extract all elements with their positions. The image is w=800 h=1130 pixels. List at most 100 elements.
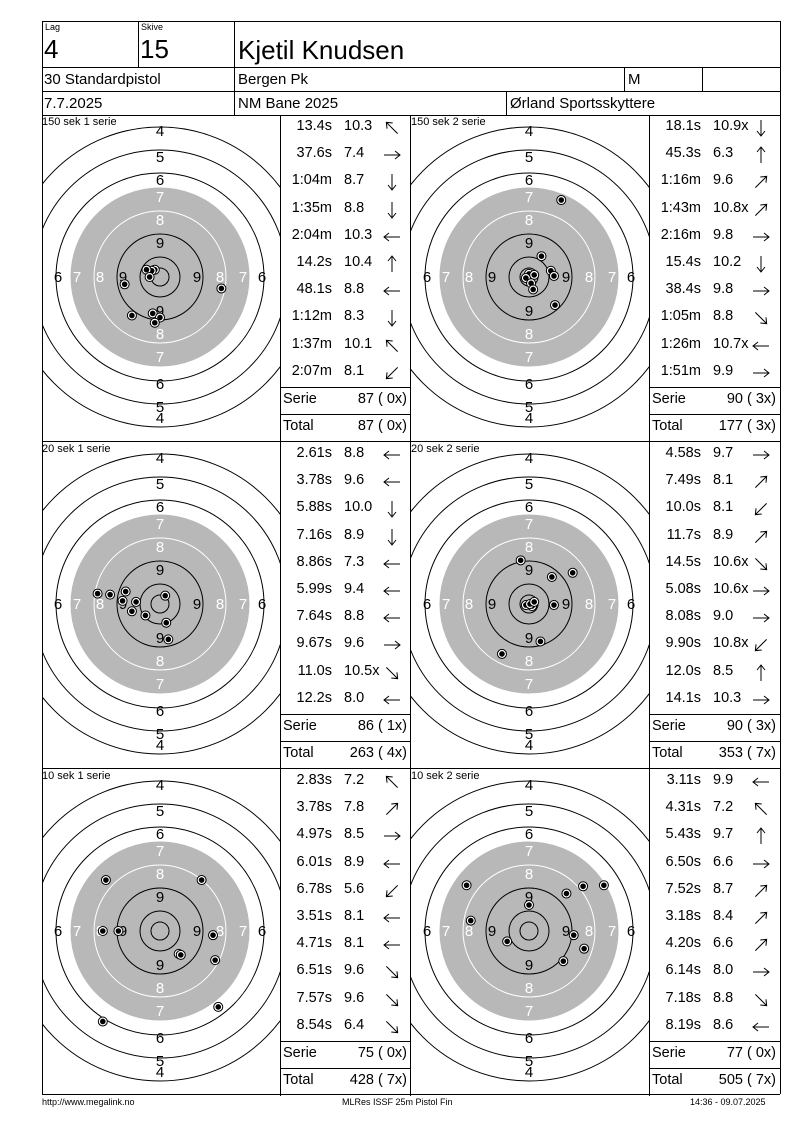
direction-arrow-icon	[753, 586, 770, 596]
ring-label-8: 8	[525, 653, 533, 670]
shot-row: 1:26m 10.7x	[649, 334, 780, 361]
shot-row: 3.11s 9.9	[649, 770, 780, 797]
shot-time: 4.31s	[665, 799, 701, 816]
ring-label-9: 9	[525, 630, 533, 647]
total-label: Total	[652, 418, 683, 435]
shot-time: 3.51s	[296, 908, 332, 924]
direction-arrow-icon	[385, 966, 399, 979]
ring-label-4: 4	[156, 1064, 164, 1081]
shot-score: 7.8	[344, 799, 365, 816]
ring-label-7: 7	[156, 1003, 164, 1020]
ring-5	[42, 476, 280, 732]
serie-row: Serie 87 ( 0x)	[280, 388, 407, 415]
ring-4	[42, 126, 280, 428]
shot-time: 7.18s	[665, 989, 701, 1006]
shot-row: 45.3s 6.3	[649, 143, 780, 170]
ring-side-label-6: 6	[54, 923, 62, 940]
shot-row: 6.01s 8.9	[280, 852, 411, 879]
direction-arrow-icon	[754, 884, 768, 897]
ring-side-label-8: 8	[216, 269, 224, 286]
ring-6	[424, 172, 634, 382]
shot-row: 1:12m 8.3	[280, 306, 411, 333]
direction-arrow-icon	[754, 802, 768, 816]
shot-time: 1:51m	[660, 362, 701, 379]
shot-score: 8.8	[344, 281, 365, 298]
panel-title: 20 sek 1 serie	[42, 443, 111, 455]
shot-time: 6.51s	[296, 962, 332, 979]
shot-time: 3.11s	[666, 772, 701, 788]
ring-label-9: 9	[156, 562, 164, 579]
shot-time: 6.01s	[296, 853, 332, 870]
ring-label-7: 7	[525, 189, 533, 206]
ring-label-7: 7	[156, 516, 164, 533]
shot-score: 9.4	[344, 581, 365, 597]
ring-side-label-9: 9	[488, 596, 496, 613]
shot-time: 5.88s	[296, 499, 332, 516]
shot-time: 1:05m	[660, 308, 701, 325]
ring-side-label-9: 9	[562, 269, 570, 286]
ring-side-label-7: 7	[442, 596, 450, 613]
shot-time: 6.78s	[296, 880, 332, 897]
ring-label-9: 9	[156, 630, 164, 647]
ring-side-label-9: 9	[119, 269, 127, 286]
direction-arrow-icon	[385, 366, 399, 380]
ring-label-7: 7	[156, 843, 164, 860]
ring-label-4: 4	[156, 450, 164, 467]
shot-row: 2.83s 7.2	[280, 770, 411, 797]
ring-10	[139, 910, 181, 952]
ring-label-6: 6	[525, 826, 533, 843]
shot-row: 5.99s 9.4	[280, 579, 411, 606]
ring-label-7: 7	[525, 516, 533, 533]
direction-arrow-icon	[754, 639, 768, 652]
shot-row: 3.78s 7.8	[280, 797, 411, 824]
serie-label: Serie	[283, 718, 317, 734]
ring-5	[42, 149, 280, 405]
shot-score: 8.1	[344, 935, 365, 952]
black-zone	[70, 841, 250, 1021]
ring-label-7: 7	[525, 843, 533, 860]
ring-side-label-8: 8	[465, 269, 473, 286]
shot-row: 3.78s 9.6	[280, 470, 411, 497]
shot-score: 8.8	[344, 608, 365, 625]
ring-side-label-9: 9	[562, 596, 570, 613]
direction-arrow-icon	[756, 256, 766, 273]
ring-label-8: 8	[525, 212, 533, 229]
direction-arrow-icon	[754, 993, 768, 1006]
serie-row: Serie 90 ( 3x)	[649, 388, 776, 415]
shot-score: 8.3	[344, 308, 365, 325]
ring-side-label-8: 8	[585, 269, 593, 286]
shot-time: 10.0s	[665, 499, 701, 516]
shot-time: 8.54s	[296, 1016, 332, 1033]
serie-label: Serie	[652, 391, 686, 407]
shot-time: 11.0s	[297, 662, 332, 679]
host-label: Ørland Sportsskyttere	[510, 95, 656, 112]
ring-label-4: 4	[525, 123, 533, 140]
ring-label-6: 6	[525, 703, 533, 720]
total-row: Total 505 ( 7x)	[649, 1069, 776, 1096]
ring-label-9: 9	[156, 957, 164, 974]
shot-row: 11.7s 8.9	[649, 525, 780, 552]
shot-time: 7.49s	[665, 472, 701, 489]
shot-row: 7.64s 8.8	[280, 606, 411, 633]
shot-time: 38.4s	[665, 281, 701, 298]
total-label: Total	[283, 745, 314, 762]
shot-time: 1:04m	[291, 172, 332, 189]
shot-score: 9.6	[344, 989, 365, 1006]
direction-arrow-icon	[383, 859, 400, 868]
direction-arrow-icon	[754, 911, 768, 925]
ring-label-8: 8	[525, 980, 533, 997]
ring-side-label-7: 7	[442, 269, 450, 286]
ring-10	[508, 583, 550, 625]
direction-arrow-icon	[383, 450, 400, 460]
direction-arrow-icon	[385, 802, 399, 816]
shot-row: 37.6s 7.4	[280, 143, 411, 170]
ring-label-7: 7	[525, 349, 533, 366]
ring-side-label-6: 6	[258, 269, 266, 286]
shot-row: 8.08s 9.0	[649, 606, 780, 633]
ring-label-6: 6	[156, 703, 164, 720]
ring-5	[411, 149, 649, 405]
shot-row: 9.90s 10.8x	[649, 633, 780, 660]
total-row: Total 263 ( 4x)	[280, 742, 407, 769]
ring-5	[42, 803, 280, 1059]
